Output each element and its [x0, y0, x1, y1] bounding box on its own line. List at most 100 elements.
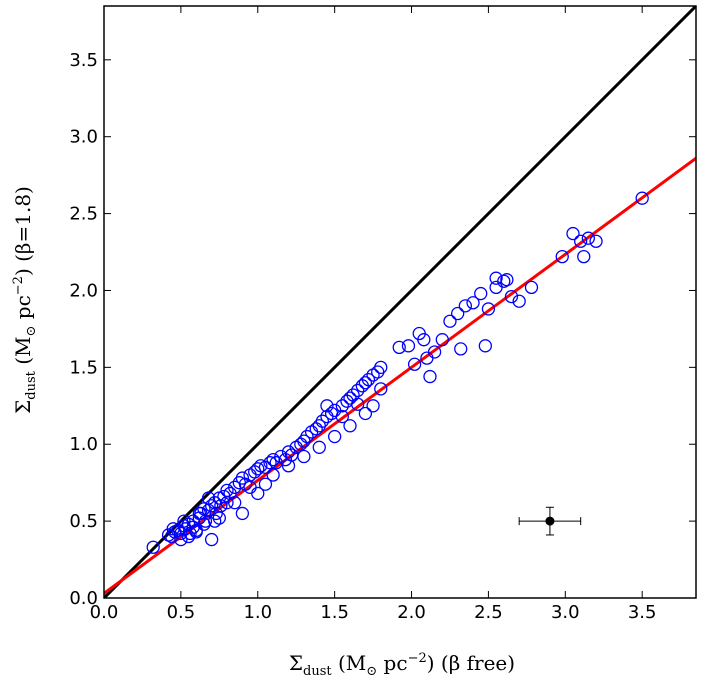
data-point: [263, 456, 277, 470]
data-point: [351, 383, 365, 398]
y-label-sun: ⊙: [24, 326, 39, 337]
data-point: [204, 532, 219, 547]
data-point: [220, 496, 234, 510]
data-point: [174, 532, 188, 547]
y-label-unit: pc: [11, 295, 35, 325]
data-point: [401, 339, 416, 353]
x-label-sub: dust: [303, 664, 332, 679]
x-tick-label: 1.0: [243, 602, 272, 623]
data-point: [481, 302, 496, 316]
data-point: [524, 280, 539, 295]
data-point: [251, 462, 265, 476]
data-point: [454, 342, 468, 356]
data-point: [343, 419, 357, 433]
data-point: [192, 506, 206, 521]
data-point: [235, 471, 250, 485]
y-tick-label: 2.0: [69, 280, 98, 301]
points-layer: [146, 191, 649, 554]
data-point: [166, 522, 180, 536]
y-label-open: (M: [11, 336, 35, 371]
data-point: [186, 520, 200, 534]
data-point: [407, 357, 422, 371]
data-point: [392, 340, 406, 355]
data-point: [489, 271, 503, 285]
y-axis: 0.0 0.5 1.0 1.5 2.0 2.5 3.0 3.5: [69, 50, 696, 609]
data-point: [335, 409, 349, 424]
data-point: [574, 234, 588, 248]
data-point: [320, 399, 334, 413]
x-tick-label: 3.0: [551, 602, 580, 623]
data-point: [374, 360, 388, 375]
data-point: [204, 499, 219, 513]
x-tick-label: 0.5: [167, 602, 196, 623]
y-axis-label: Σdust (M⊙ pc−2) (β=1.8): [11, 186, 39, 414]
y-tick-label: 1.5: [69, 357, 98, 378]
data-point: [566, 226, 580, 241]
y-label-exp: −2: [11, 276, 26, 295]
data-point: [504, 289, 519, 304]
y-tick-label: 1.0: [69, 434, 98, 455]
data-point: [466, 296, 480, 310]
data-point: [327, 429, 342, 444]
data-point: [177, 514, 191, 528]
data-point: [589, 234, 603, 248]
x-label-note: (β free): [441, 651, 515, 675]
data-point: [443, 314, 457, 328]
data-point: [427, 345, 442, 359]
data-point: [474, 286, 488, 301]
data-point: [335, 399, 349, 413]
data-point: [417, 333, 431, 347]
data-point: [281, 445, 296, 459]
x-label-open: (M: [332, 651, 367, 675]
data-point: [174, 526, 188, 541]
x-label-exp: −2: [408, 651, 427, 666]
y-tick-label: 3.0: [69, 127, 98, 148]
data-point: [577, 249, 591, 264]
data-point: [451, 306, 465, 321]
x-tick-label: 1.5: [320, 602, 349, 623]
data-point: [300, 429, 314, 444]
data-point: [374, 382, 388, 396]
data-point: [281, 459, 296, 473]
data-point: [458, 299, 473, 313]
plot-frame: [103, 5, 697, 599]
y-tick-label: 2.5: [69, 204, 98, 225]
data-point: [315, 414, 329, 428]
x-label-close: ): [427, 651, 441, 675]
y-tick-label: 0.5: [69, 511, 98, 532]
x-label-unit: pc: [377, 651, 407, 675]
data-point: [512, 294, 526, 308]
data-point: [581, 231, 596, 245]
data-point: [146, 540, 160, 554]
data-point: [243, 480, 257, 494]
x-tick-label: 0.0: [90, 602, 119, 623]
data-point: [235, 506, 250, 521]
data-point: [435, 333, 449, 347]
x-axis-label: Σdust (M⊙ pc−2) (β free): [289, 651, 515, 679]
data-point: [201, 491, 216, 505]
error-bar-point: [545, 516, 555, 526]
data-point: [555, 249, 569, 264]
error-bar: [518, 506, 582, 536]
data-point: [361, 373, 376, 387]
x-label-symbol: Σ: [289, 651, 303, 675]
y-label-sub: dust: [24, 370, 39, 399]
data-point: [258, 477, 273, 491]
x-tick-label: 2.5: [474, 602, 503, 623]
data-point: [366, 399, 380, 413]
data-point: [358, 406, 373, 421]
data-point: [351, 397, 365, 411]
y-label-close: ): [11, 262, 35, 276]
x-tick-label: 3.5: [628, 602, 657, 623]
data-point: [312, 440, 326, 454]
y-label-symbol: Σ: [11, 400, 35, 414]
y-tick-label: 3.5: [69, 50, 98, 71]
data-point: [217, 489, 231, 504]
data-point: [212, 511, 226, 525]
data-point: [500, 273, 514, 287]
x-axis: 0.0 0.5 1.0 1.5 2.0 2.5 3.0 3.5: [90, 6, 657, 623]
data-point: [358, 376, 373, 390]
fit-line: [104, 157, 696, 595]
y-label-note: (β=1.8): [11, 186, 35, 262]
